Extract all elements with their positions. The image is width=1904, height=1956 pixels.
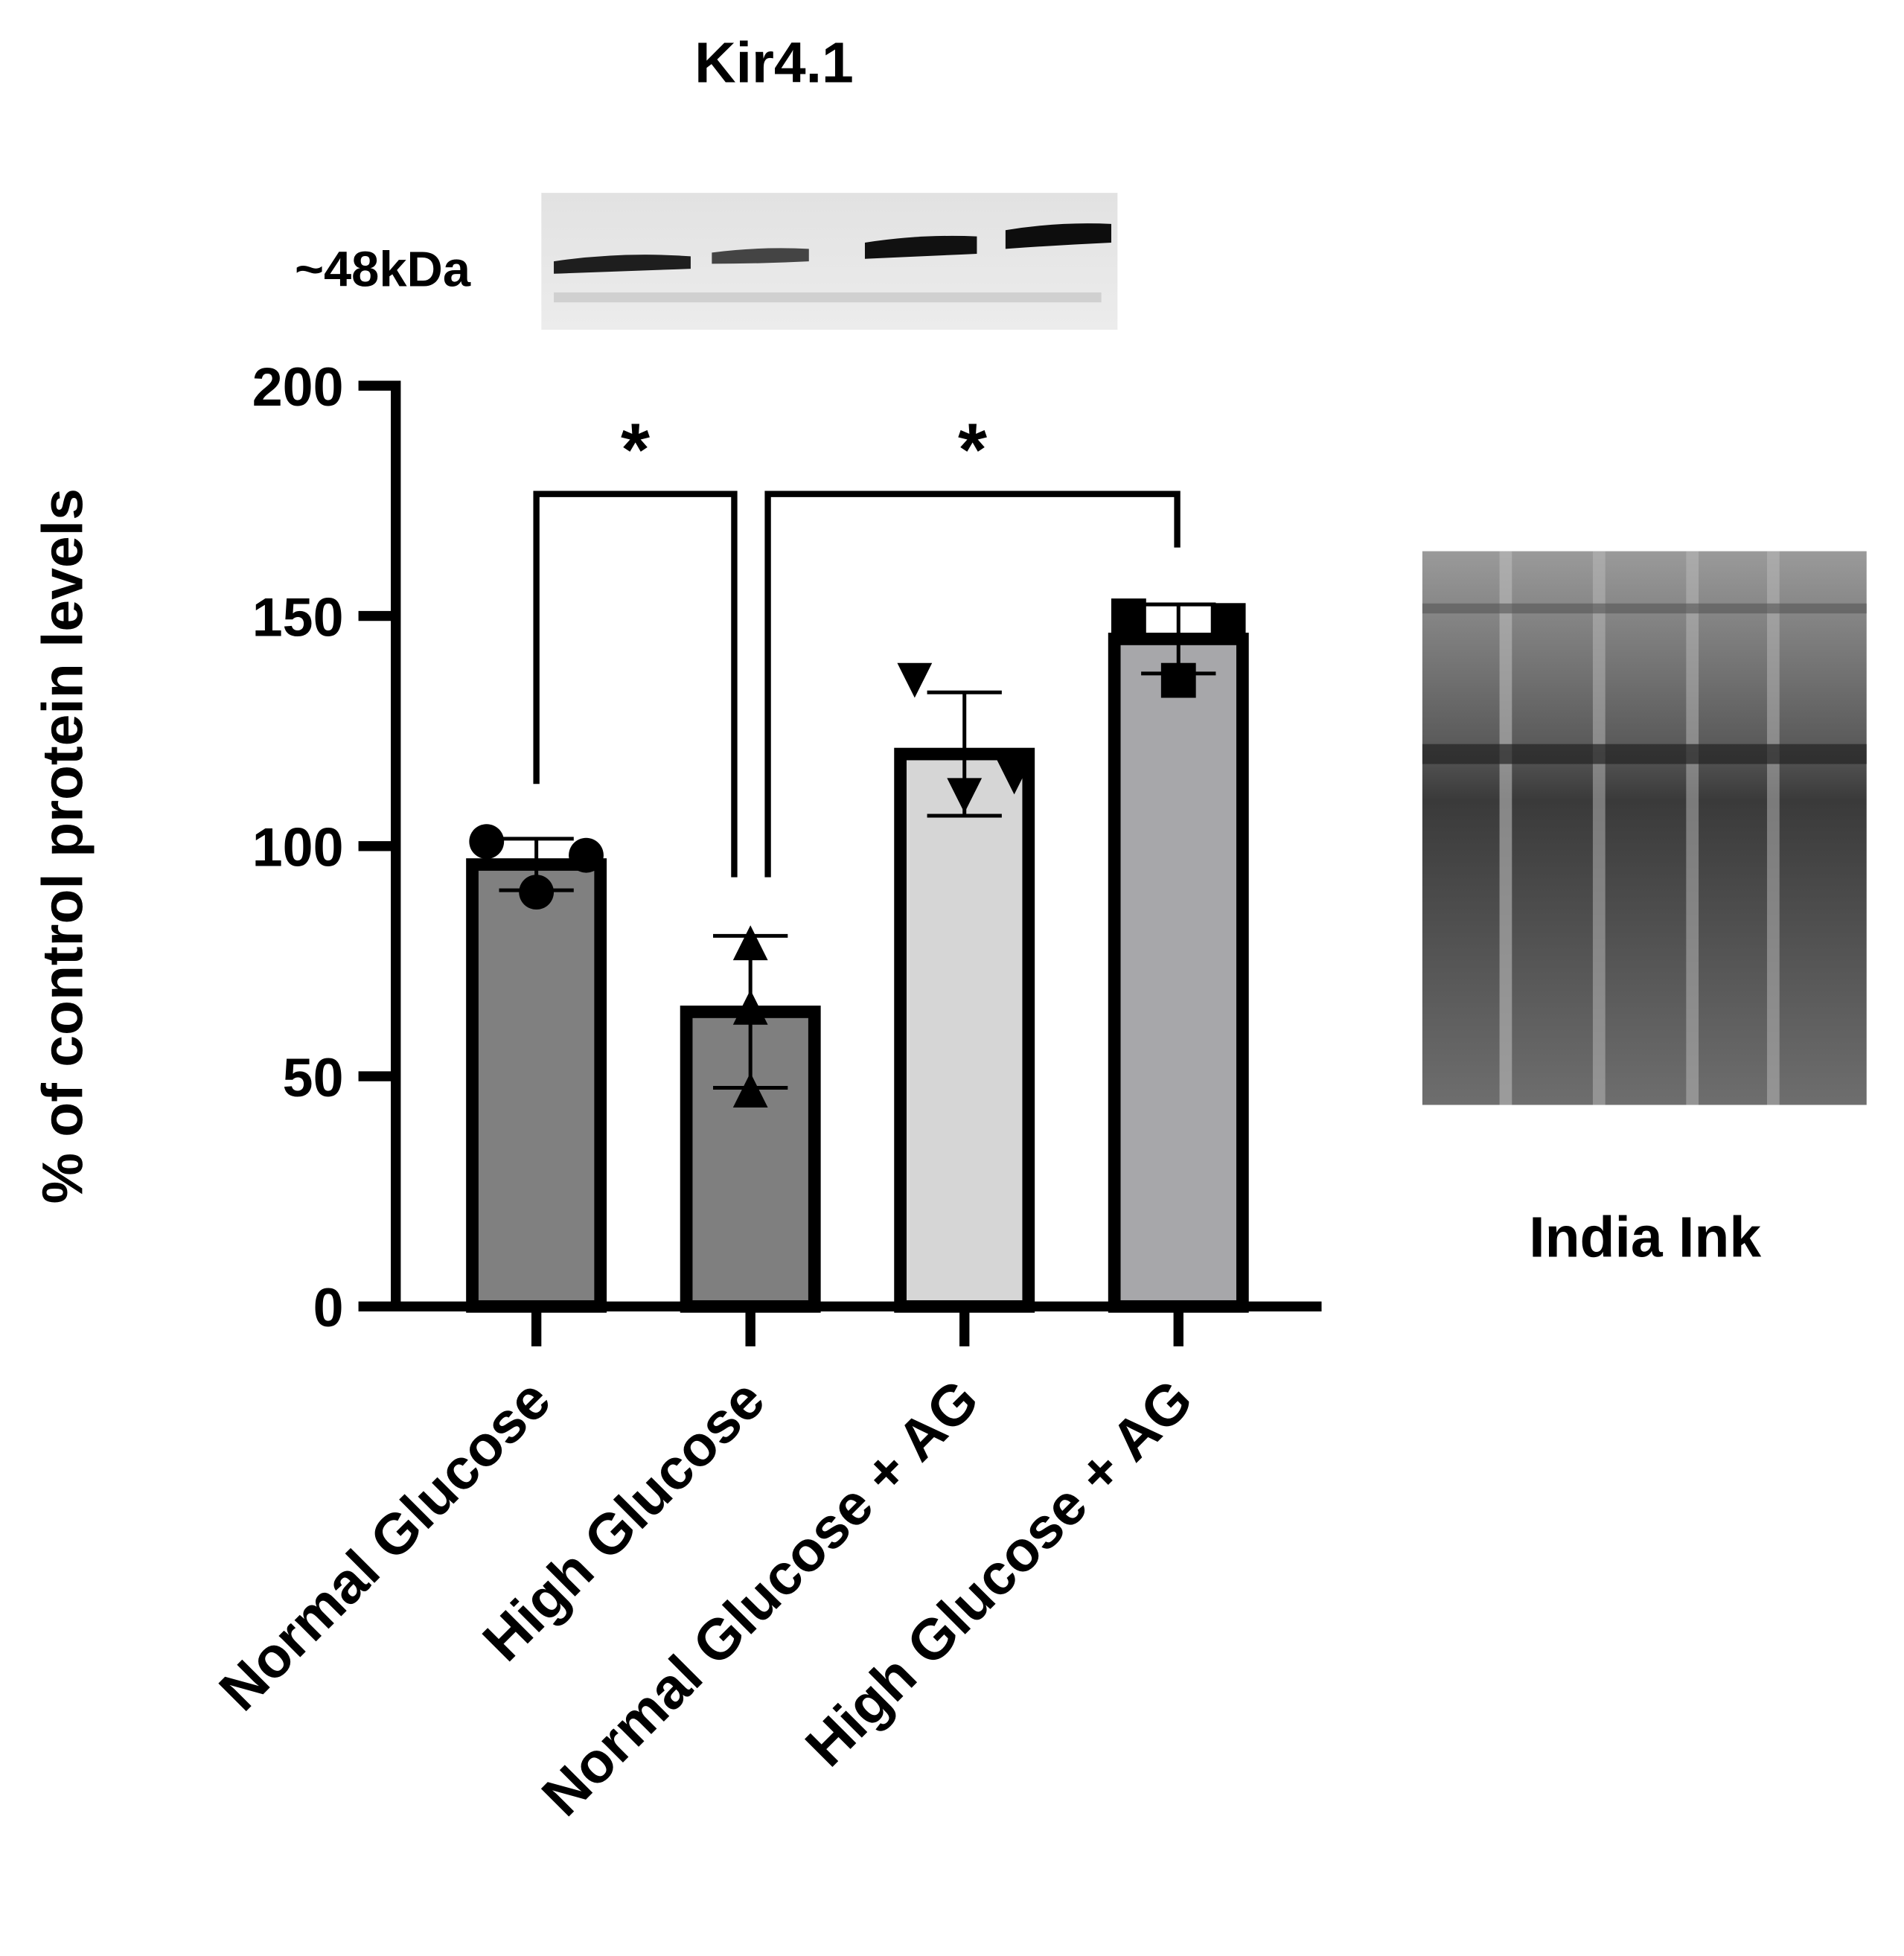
data-point bbox=[897, 662, 933, 698]
chart-title: Kir4.1 bbox=[694, 31, 854, 95]
data-point bbox=[469, 824, 505, 860]
data-point bbox=[997, 759, 1032, 795]
x-tick-label: High Glucose + AG bbox=[793, 1367, 1205, 1779]
significance-label: * bbox=[621, 409, 650, 492]
data-point bbox=[569, 837, 604, 873]
y-tick-label: 150 bbox=[252, 586, 344, 648]
kir-blot bbox=[541, 193, 1118, 330]
x-tick-label: Normal Glucose + AG bbox=[530, 1367, 991, 1828]
loading-label: India Ink bbox=[1529, 1205, 1761, 1269]
y-tick-label: 0 bbox=[313, 1276, 344, 1338]
y-axis-label: % of control protein levels bbox=[31, 488, 95, 1204]
bar bbox=[466, 858, 607, 1313]
x-tick-label: Normal Glucose bbox=[207, 1367, 563, 1723]
y-tick-label: 100 bbox=[252, 816, 344, 878]
data-point bbox=[1210, 603, 1246, 639]
y-tick-label: 50 bbox=[283, 1046, 344, 1108]
blot-label: ~48kDa bbox=[295, 242, 471, 298]
significance-bracket bbox=[764, 490, 1181, 878]
bar bbox=[894, 747, 1035, 1313]
y-tick-label: 200 bbox=[252, 356, 344, 418]
significance-label: * bbox=[958, 409, 987, 492]
india-ink-blot bbox=[1422, 551, 1867, 1105]
data-point bbox=[732, 1073, 768, 1108]
significance-bracket bbox=[533, 490, 738, 878]
data-point bbox=[1111, 598, 1146, 633]
bar bbox=[1108, 633, 1249, 1313]
